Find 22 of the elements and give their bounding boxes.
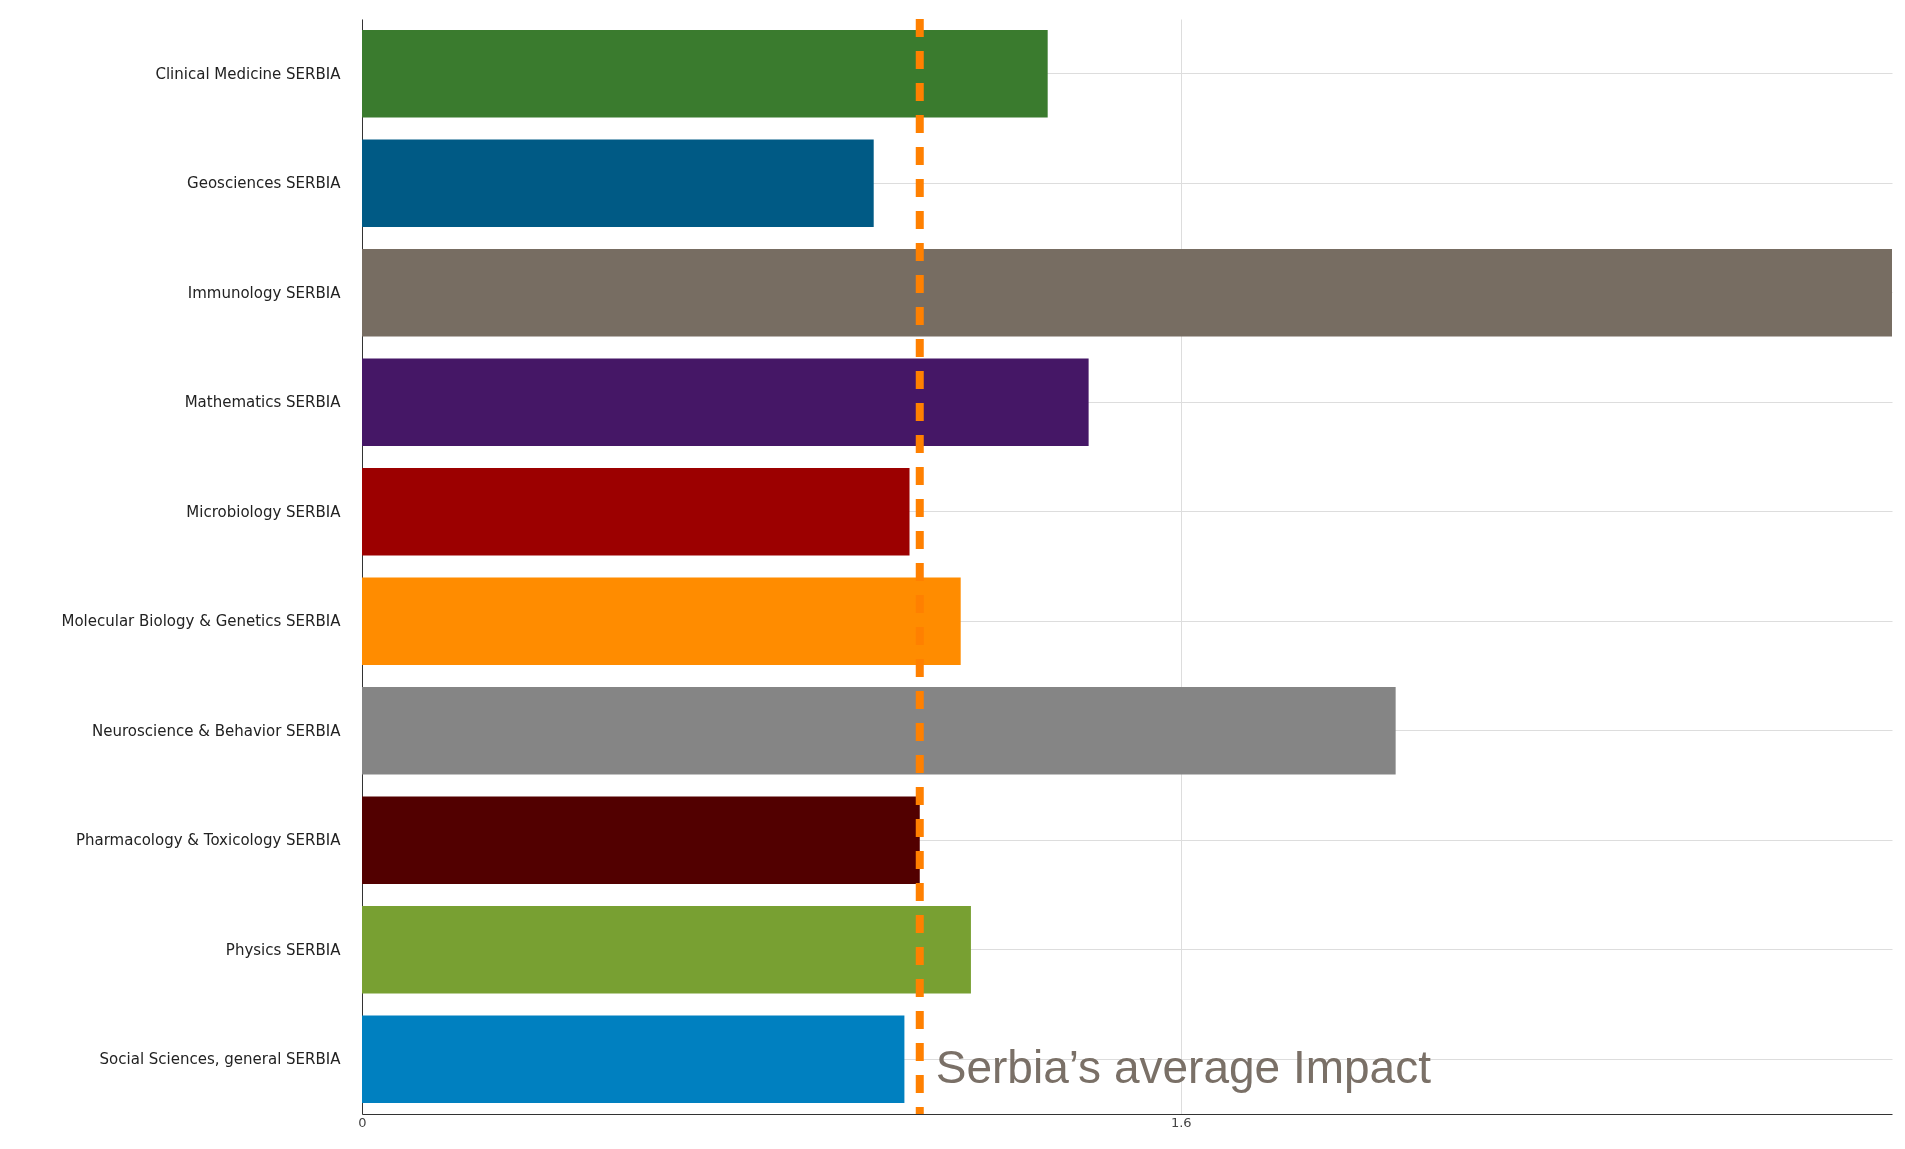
bar — [362, 1015, 905, 1104]
y-tick-label: Clinical Medicine SERBIA — [155, 64, 342, 83]
bar — [362, 467, 910, 556]
bar — [362, 905, 971, 994]
ref-line-label: Serbia’s average Impact — [935, 1041, 1432, 1093]
bar — [362, 139, 874, 228]
y-tick-label: Mathematics SERBIA — [184, 393, 342, 412]
bar — [362, 29, 1048, 118]
x-tick-label: 0 — [358, 1114, 367, 1130]
y-tick-label: Physics SERBIA — [225, 940, 342, 959]
y-tick-label: Geosciences SERBIA — [187, 174, 342, 193]
y-tick-label: Social Sciences, general SERBIA — [99, 1050, 342, 1069]
y-tick-label: Immunology SERBIA — [187, 283, 342, 302]
x-tick-label: 1.6 — [1170, 1114, 1192, 1130]
bar — [362, 358, 1089, 447]
bar — [362, 248, 1892, 337]
bar — [362, 796, 920, 885]
y-tick-label: Microbiology SERBIA — [186, 502, 342, 521]
y-tick-label: Molecular Biology & Genetics SERBIA — [61, 612, 342, 631]
y-tick-label: Pharmacology & Toxicology SERBIA — [75, 831, 342, 850]
y-tick-label: Neuroscience & Behavior SERBIA — [92, 721, 342, 740]
bar — [362, 686, 1396, 775]
